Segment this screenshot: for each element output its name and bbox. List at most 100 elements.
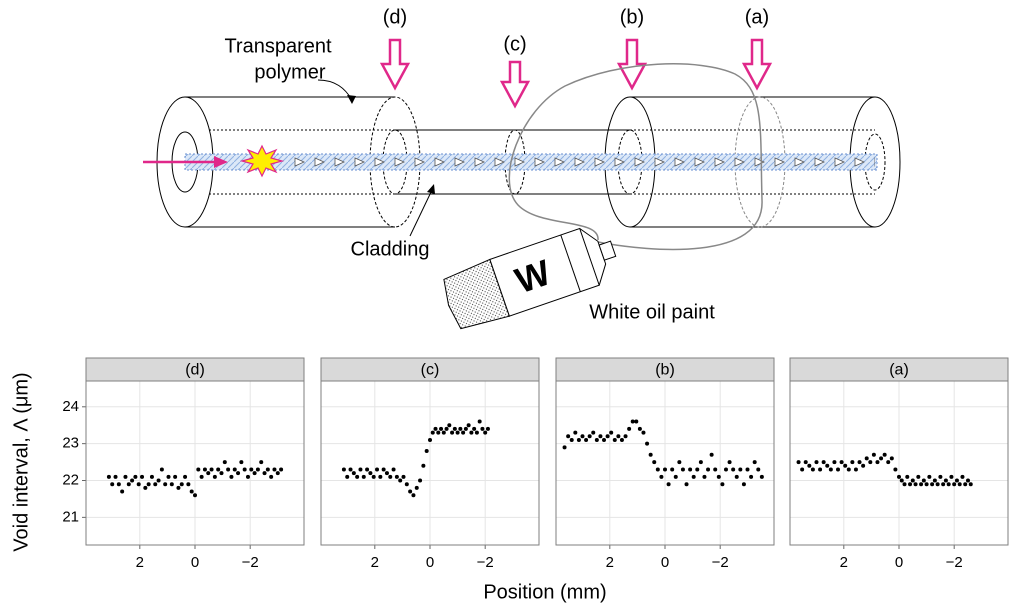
point (461, 431, 465, 435)
point (908, 482, 912, 486)
x-tick-label: 0 (895, 554, 903, 571)
point (804, 460, 808, 464)
point (858, 460, 862, 464)
point (656, 467, 660, 471)
point (447, 423, 451, 427)
point (631, 420, 635, 424)
point (114, 475, 118, 479)
figure: W (d) (c) (b) (a) Transparent polymer Cl… (0, 0, 1010, 606)
point (434, 427, 438, 431)
point (659, 475, 663, 479)
point (475, 431, 479, 435)
point (411, 493, 415, 497)
y-tick-label: 23 (62, 435, 79, 452)
point (570, 438, 574, 442)
x-tick-label: −2 (946, 554, 963, 571)
point (760, 475, 764, 479)
point (930, 482, 934, 486)
marker-label: (c) (503, 33, 526, 55)
point (861, 464, 865, 468)
point (143, 486, 147, 490)
point (840, 460, 844, 464)
polymer-label: Transparent (224, 35, 332, 57)
point (616, 434, 620, 438)
point (402, 475, 406, 479)
point (890, 456, 894, 460)
point (627, 427, 631, 431)
point (695, 467, 699, 471)
point (566, 434, 570, 438)
point (186, 482, 190, 486)
point (958, 482, 962, 486)
point (425, 449, 429, 453)
point (395, 475, 399, 479)
point (966, 479, 970, 483)
point (822, 460, 826, 464)
point (941, 482, 945, 486)
point (120, 490, 124, 494)
point (259, 460, 263, 464)
point (150, 475, 154, 479)
point (797, 460, 801, 464)
point (922, 479, 926, 483)
point (472, 427, 476, 431)
point (663, 467, 667, 471)
point (117, 482, 121, 486)
point (107, 475, 111, 479)
point (183, 475, 187, 479)
point (905, 475, 909, 479)
point (573, 431, 577, 435)
point (358, 467, 362, 471)
point (133, 475, 137, 479)
point (478, 420, 482, 424)
point (927, 475, 931, 479)
point (431, 431, 435, 435)
x-axis-label: Position (mm) (483, 581, 606, 603)
point (738, 467, 742, 471)
point (140, 475, 144, 479)
point (847, 467, 851, 471)
point (176, 486, 180, 490)
point (670, 467, 674, 471)
point (800, 467, 804, 471)
marker-label: (d) (383, 6, 407, 28)
point (681, 467, 685, 471)
point (345, 475, 349, 479)
point (256, 467, 260, 471)
point (213, 475, 217, 479)
point (469, 431, 473, 435)
point (216, 467, 220, 471)
point (163, 482, 167, 486)
point (667, 482, 671, 486)
point (688, 467, 692, 471)
point (916, 475, 920, 479)
x-tick-label: −2 (477, 554, 494, 571)
point (919, 482, 923, 486)
x-tick-label: 0 (661, 554, 669, 571)
point (137, 482, 141, 486)
point (843, 464, 847, 468)
point (229, 475, 233, 479)
point (893, 467, 897, 471)
point (868, 460, 872, 464)
point (886, 460, 890, 464)
panel-title: (b) (655, 362, 675, 379)
point (243, 467, 247, 471)
point (263, 471, 267, 475)
point (883, 453, 887, 457)
point (850, 460, 854, 464)
point (246, 475, 250, 479)
point (436, 431, 440, 435)
point (949, 475, 953, 479)
point (153, 482, 157, 486)
point (900, 479, 904, 483)
point (392, 467, 396, 471)
point (450, 431, 454, 435)
point (375, 467, 379, 471)
y-tick-label: 24 (62, 398, 79, 415)
point (352, 471, 356, 475)
panel-title: (a) (889, 362, 909, 379)
point (897, 475, 901, 479)
point (196, 467, 200, 471)
point (746, 467, 750, 471)
